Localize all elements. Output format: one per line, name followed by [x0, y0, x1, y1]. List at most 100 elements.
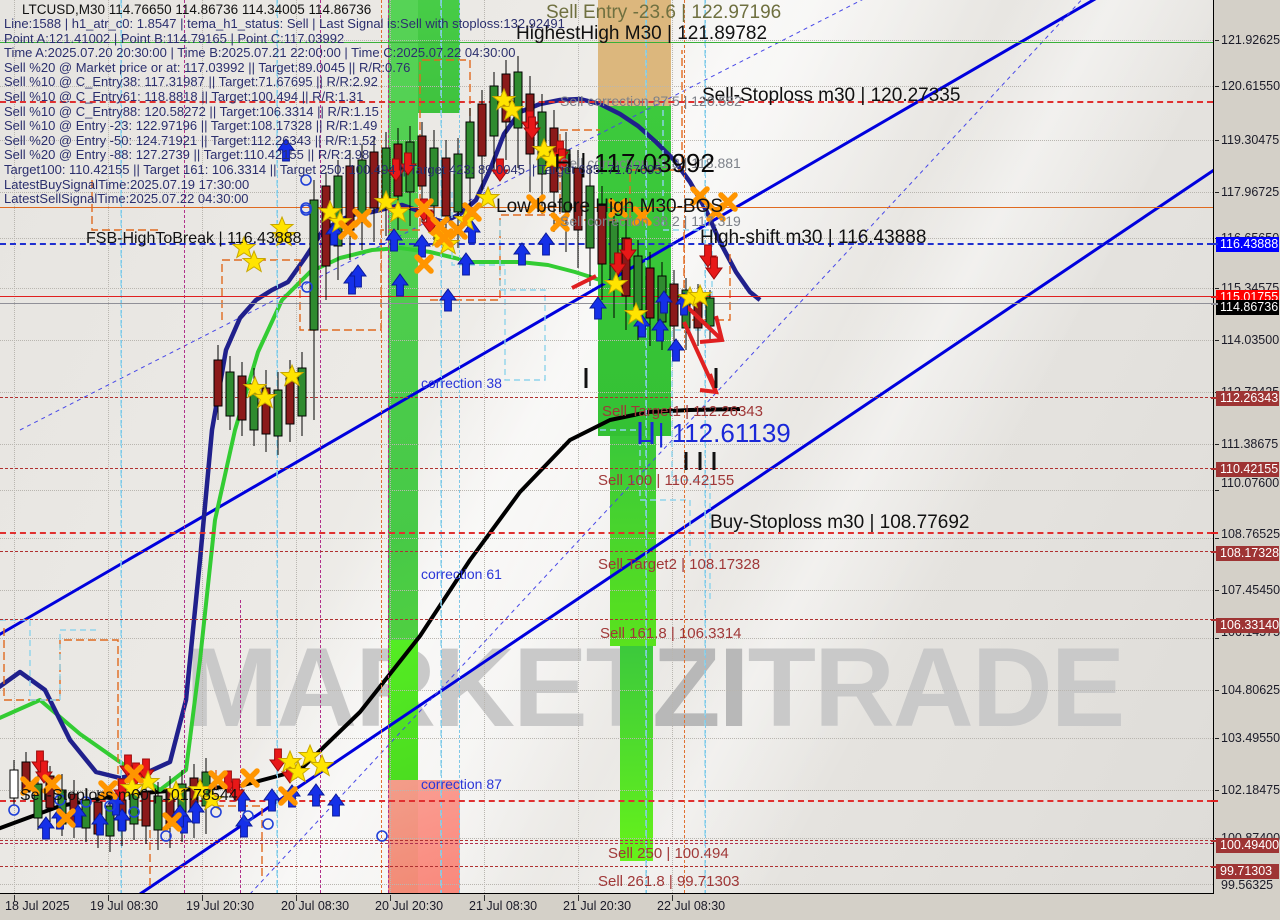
info-line: Sell %10 @ C_Entry61: 118.8818 || Target…	[4, 88, 364, 104]
time-tick-label: 19 Jul 20:30	[186, 899, 255, 913]
time-scale[interactable]: 18 Jul 2025 19 Jul 08:30 19 Jul 20:30 20…	[0, 895, 1214, 920]
info-line: LatestSellSignalTime:2025.07.22 04:30:00	[4, 191, 249, 207]
price-tick	[1215, 288, 1219, 289]
level-sell-stoploss-m60	[0, 800, 1213, 802]
price-117-label: H | 117.03992	[554, 148, 715, 178]
price-tick	[1215, 340, 1219, 341]
price-marker	[1211, 866, 1218, 868]
price-tick	[1215, 192, 1219, 193]
level-highest-high	[0, 42, 1213, 43]
vline-cyan	[459, 0, 460, 893]
level-last-price	[0, 296, 1213, 297]
price-tick-label: 121.92625	[1221, 33, 1280, 47]
high-shift-m30-label: High-shift m30 | 116.43888	[700, 227, 927, 248]
price-badge-sell-1618[interactable]: 106.33140	[1216, 618, 1279, 633]
price-marker	[1211, 243, 1218, 245]
price-badge-sell-target2[interactable]: 108.17328	[1216, 546, 1279, 561]
vline-cyan	[646, 0, 647, 893]
grid-line	[0, 490, 1213, 491]
price-tick-label: 110.07600	[1221, 476, 1280, 490]
price-tick-label: 103.49550	[1221, 731, 1280, 745]
level-sell-100	[0, 468, 1213, 469]
info-line: Time A:2025.07.20 20:30:00 | Time B:2025…	[4, 45, 516, 61]
vline-orange	[684, 0, 685, 893]
price-tick-label: 99.56325	[1221, 878, 1274, 892]
grid-line-vertical	[390, 0, 391, 893]
info-line: Sell %20 @ Market price or at: 117.03992…	[4, 59, 411, 75]
buy-stoploss-m30-label: Buy-Stoploss m30 | 108.77692	[710, 512, 970, 533]
time-tick	[578, 895, 579, 901]
zone-correction-green-2	[418, 0, 460, 113]
zone-bos-green-tail	[620, 646, 653, 861]
time-tick-label: 21 Jul 08:30	[469, 899, 538, 913]
level-sell-2618	[0, 866, 1213, 867]
info-line: LatestBuySignalTime:2025.07.19 17:30:00	[4, 176, 250, 192]
price-tick	[1215, 738, 1219, 739]
sell-entry-label: Sell Entry -23.6 | 122.97196	[546, 2, 782, 23]
level-sell-250	[0, 840, 1213, 841]
watermark-part3: TRADE	[747, 625, 1126, 750]
correction-61-label: correction 61	[421, 566, 502, 582]
price-marker	[1211, 532, 1218, 534]
grid-line-vertical	[296, 0, 297, 893]
zone-bos-green-narrow	[610, 436, 656, 646]
vline-cyan	[441, 0, 442, 893]
vline-cyan	[121, 0, 122, 893]
price-badge-high-shift[interactable]: 116.43888	[1216, 237, 1279, 252]
price-badge-sell-2618[interactable]: 99.71303	[1216, 864, 1279, 879]
watermark-part2: ZI	[652, 625, 750, 750]
grid-line	[0, 340, 1213, 341]
grid-line	[0, 444, 1213, 445]
price-marker	[1211, 303, 1218, 305]
price-tick-label: 111.38675	[1221, 437, 1279, 451]
price-tick-label: 107.45450	[1221, 583, 1280, 597]
price-marker	[1211, 468, 1218, 470]
vline-session	[240, 600, 241, 893]
price-tick	[1215, 538, 1219, 539]
time-tick-label: 18 Jul 2025	[5, 899, 70, 913]
vline-session	[184, 0, 185, 893]
price-badge-sell-target1[interactable]: 112.26343	[1216, 391, 1279, 406]
vline-session	[388, 0, 389, 893]
price-tick-label: 102.18475	[1221, 783, 1280, 797]
sell-correction-618-label: Sell correction 61.8 | 118.881	[560, 155, 741, 171]
time-tick-label: 19 Jul 08:30	[90, 899, 159, 913]
info-line: Sell %10 @ C_Entry88: 120.58272 || Targe…	[4, 103, 379, 119]
candlestick-layer	[9, 56, 725, 852]
price-badge-sell-100[interactable]: 110.42155	[1216, 462, 1279, 477]
grid-line-vertical	[578, 0, 579, 893]
price-scale[interactable]: 121.92625 120.61550 119.30475 117.96725 …	[1211, 0, 1280, 894]
chart-info-panel: LTCUSD,M30 114.76650 114.86736 114.34005…	[4, 2, 662, 207]
price-badge-sell-250[interactable]: 100.49400	[1216, 838, 1279, 853]
price-tick	[1215, 790, 1219, 791]
low-before-high-label: Low before High M30-BOS	[496, 196, 724, 217]
info-line: Sell %10 @ C_Entry38: 117.31987 || Targe…	[4, 74, 378, 90]
grid-line	[0, 884, 1213, 885]
zone-sell-entry-tan	[598, 0, 671, 106]
price-tick	[1215, 638, 1219, 639]
level-aux	[0, 843, 1213, 844]
circle-marker-icon	[8, 174, 388, 842]
sell-target2-label: Sell Target2 | 108.17328	[598, 556, 761, 573]
time-tick	[390, 895, 391, 901]
grid-line	[0, 288, 1213, 289]
info-line: Sell %20 @ Entry -50: 124.71921 || Targe…	[4, 132, 377, 148]
grid-line-vertical	[14, 0, 15, 893]
grid-line	[0, 140, 1213, 141]
grid-line-vertical	[484, 0, 485, 893]
time-tick-label: 21 Jul 20:30	[563, 899, 632, 913]
price-tick-label: 104.80625	[1221, 683, 1280, 697]
price-marker	[1211, 551, 1218, 553]
vline-session	[320, 0, 321, 893]
price-marker	[1211, 619, 1218, 621]
price-tick	[1215, 140, 1219, 141]
price-badge-bid[interactable]: 114.86736	[1216, 300, 1279, 315]
sell-stoploss-m30-label: Sell-Stoploss m30 | 120.27335	[702, 85, 961, 106]
price-tick-label: 108.76525	[1221, 527, 1280, 541]
chart-canvas[interactable]: MARKETZITRADE	[0, 0, 1214, 894]
price-tick	[1215, 690, 1219, 691]
grid-line	[0, 838, 1213, 839]
grid-line	[0, 690, 1213, 691]
grid-line-vertical	[108, 0, 109, 893]
vline-orange	[381, 0, 382, 893]
